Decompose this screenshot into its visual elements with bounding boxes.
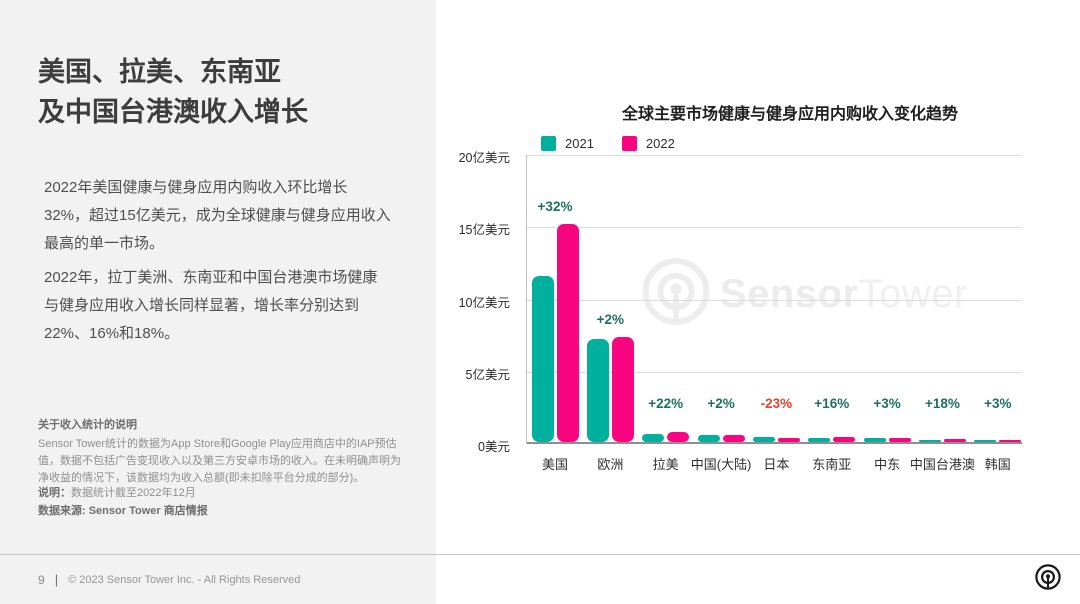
bar-2021-中国(大陆) bbox=[697, 435, 720, 442]
body-paragraph-1: 2022年美国健康与健身应用内购收入环比增长32%，超过15亿美元，成为全球健康… bbox=[44, 179, 391, 252]
copyright-text: © 2023 Sensor Tower Inc. - All Rights Re… bbox=[68, 573, 301, 586]
page-number: 9 bbox=[38, 572, 45, 587]
page-title-line1: 美国、拉美、东南亚 bbox=[38, 57, 281, 87]
x-axis-label-中国台港澳: 中国台港澳 bbox=[909, 457, 975, 472]
x-axis-label-拉美: 拉美 bbox=[652, 457, 679, 472]
y-tick-label: 0美元 bbox=[478, 440, 510, 454]
footer-separator: | bbox=[54, 572, 59, 587]
gridline-20 bbox=[527, 155, 1022, 156]
y-tick-label: 15亿美元 bbox=[458, 223, 510, 238]
x-axis-label-中东: 中东 bbox=[874, 457, 901, 472]
growth-label-美国: +32% bbox=[537, 198, 573, 214]
bar-2021-拉美 bbox=[642, 434, 665, 442]
bar-2021-中国台港澳 bbox=[918, 439, 941, 442]
bar-2021-韩国 bbox=[974, 439, 997, 442]
note-line: 说明：数据统计截至2022年12月 bbox=[38, 484, 196, 500]
gridline-15 bbox=[527, 227, 1022, 229]
note-text: 数据统计截至2022年12月 bbox=[71, 487, 196, 499]
growth-label-中东: +3% bbox=[873, 396, 901, 411]
bar-2021-东南亚 bbox=[808, 437, 831, 442]
page-title: 美国、拉美、东南亚 及中国台港澳收入增长 bbox=[38, 52, 408, 132]
growth-label-欧洲: +2% bbox=[596, 312, 625, 328]
x-axis-label-东南亚: 东南亚 bbox=[812, 457, 852, 472]
growth-label-东南亚: +16% bbox=[814, 396, 850, 411]
plot-area: +32% 美国 +2% 欧洲 +22% 拉美 +2% 中国(大陆) -23% 日本 +16% 东南亚 +… bbox=[526, 155, 1022, 472]
note-label: 说明： bbox=[38, 487, 71, 499]
y-tick-label: 5亿美元 bbox=[465, 367, 510, 382]
growth-label-中国台港澳: +18% bbox=[924, 396, 960, 411]
body-paragraph-2: 2022年，拉丁美洲、东南亚和中国台港澳市场健康与健身应用收入增长同样显著，增长… bbox=[44, 269, 378, 342]
left-text-panel: 美国、拉美、东南亚 及中国台港澳收入增长 2022年美国健康与健身应用内购收入环… bbox=[0, 0, 436, 604]
bar-2021-美国 bbox=[531, 275, 554, 442]
growth-label-日本: -23% bbox=[760, 396, 793, 411]
x-axis-line bbox=[527, 442, 1022, 444]
footer-divider bbox=[0, 554, 1080, 555]
bar-2022-中东 bbox=[888, 438, 911, 442]
bar-2021-欧洲 bbox=[586, 339, 609, 442]
bar-2022-韩国 bbox=[999, 439, 1022, 442]
gridline-5 bbox=[527, 371, 1022, 373]
bar-2021-中东 bbox=[863, 438, 886, 442]
bar-2022-东南亚 bbox=[833, 437, 856, 442]
notes-body: Sensor Tower统计的数据为App Store和Google Play应… bbox=[38, 438, 401, 484]
bar-2022-中国(大陆) bbox=[722, 434, 745, 442]
page-title-line2: 及中国台港澳收入增长 bbox=[38, 97, 308, 127]
y-axis-labels: 20亿美元 15亿美元 10亿美元 5亿美元 0美元 bbox=[400, 151, 518, 454]
chart-title: 全球主要市场健康与健身应用内购收入变化趋势 bbox=[621, 106, 958, 123]
legend-label-2021: 2021 bbox=[565, 136, 594, 151]
legend-swatch-2022 bbox=[621, 136, 637, 151]
x-axis-label-韩国: 韩国 bbox=[984, 457, 1011, 472]
bar-2021-日本 bbox=[752, 436, 775, 442]
x-axis-label-日本: 日本 bbox=[763, 457, 790, 472]
growth-label-拉美: +22% bbox=[648, 396, 684, 411]
footer: 9 | © 2023 Sensor Tower Inc. - All Right… bbox=[38, 572, 300, 587]
x-axis-label-欧洲: 欧洲 bbox=[597, 457, 624, 472]
bar-2022-拉美 bbox=[667, 432, 690, 442]
y-tick-label: 20亿美元 bbox=[458, 151, 510, 165]
legend-label-2022: 2022 bbox=[645, 136, 675, 151]
growth-label-中国(大陆): +2% bbox=[707, 396, 735, 411]
bar-2022-日本 bbox=[777, 437, 800, 442]
methodology-notes: 关于收入统计的说明 Sensor Tower统计的数据为App Store和Go… bbox=[38, 416, 406, 487]
bar-2022-美国 bbox=[556, 223, 579, 442]
sensor-tower-footer-logo-icon bbox=[1035, 564, 1061, 590]
growth-label-韩国: +3% bbox=[984, 396, 1012, 411]
bar-2022-中国台港澳 bbox=[943, 439, 966, 442]
bar-2022-欧洲 bbox=[611, 337, 634, 442]
x-axis-label-美国: 美国 bbox=[541, 457, 568, 472]
gridline-10 bbox=[527, 299, 1022, 301]
y-tick-label: 10亿美元 bbox=[458, 295, 510, 310]
chart-legend: 2021 2022 bbox=[541, 136, 703, 151]
notes-heading: 关于收入统计的说明 bbox=[38, 419, 137, 431]
data-source-line: 数据来源: Sensor Tower 商店情报 bbox=[38, 505, 208, 517]
x-axis-label-中国(大陆): 中国(大陆) bbox=[690, 457, 752, 472]
legend-swatch-2021 bbox=[541, 136, 556, 151]
